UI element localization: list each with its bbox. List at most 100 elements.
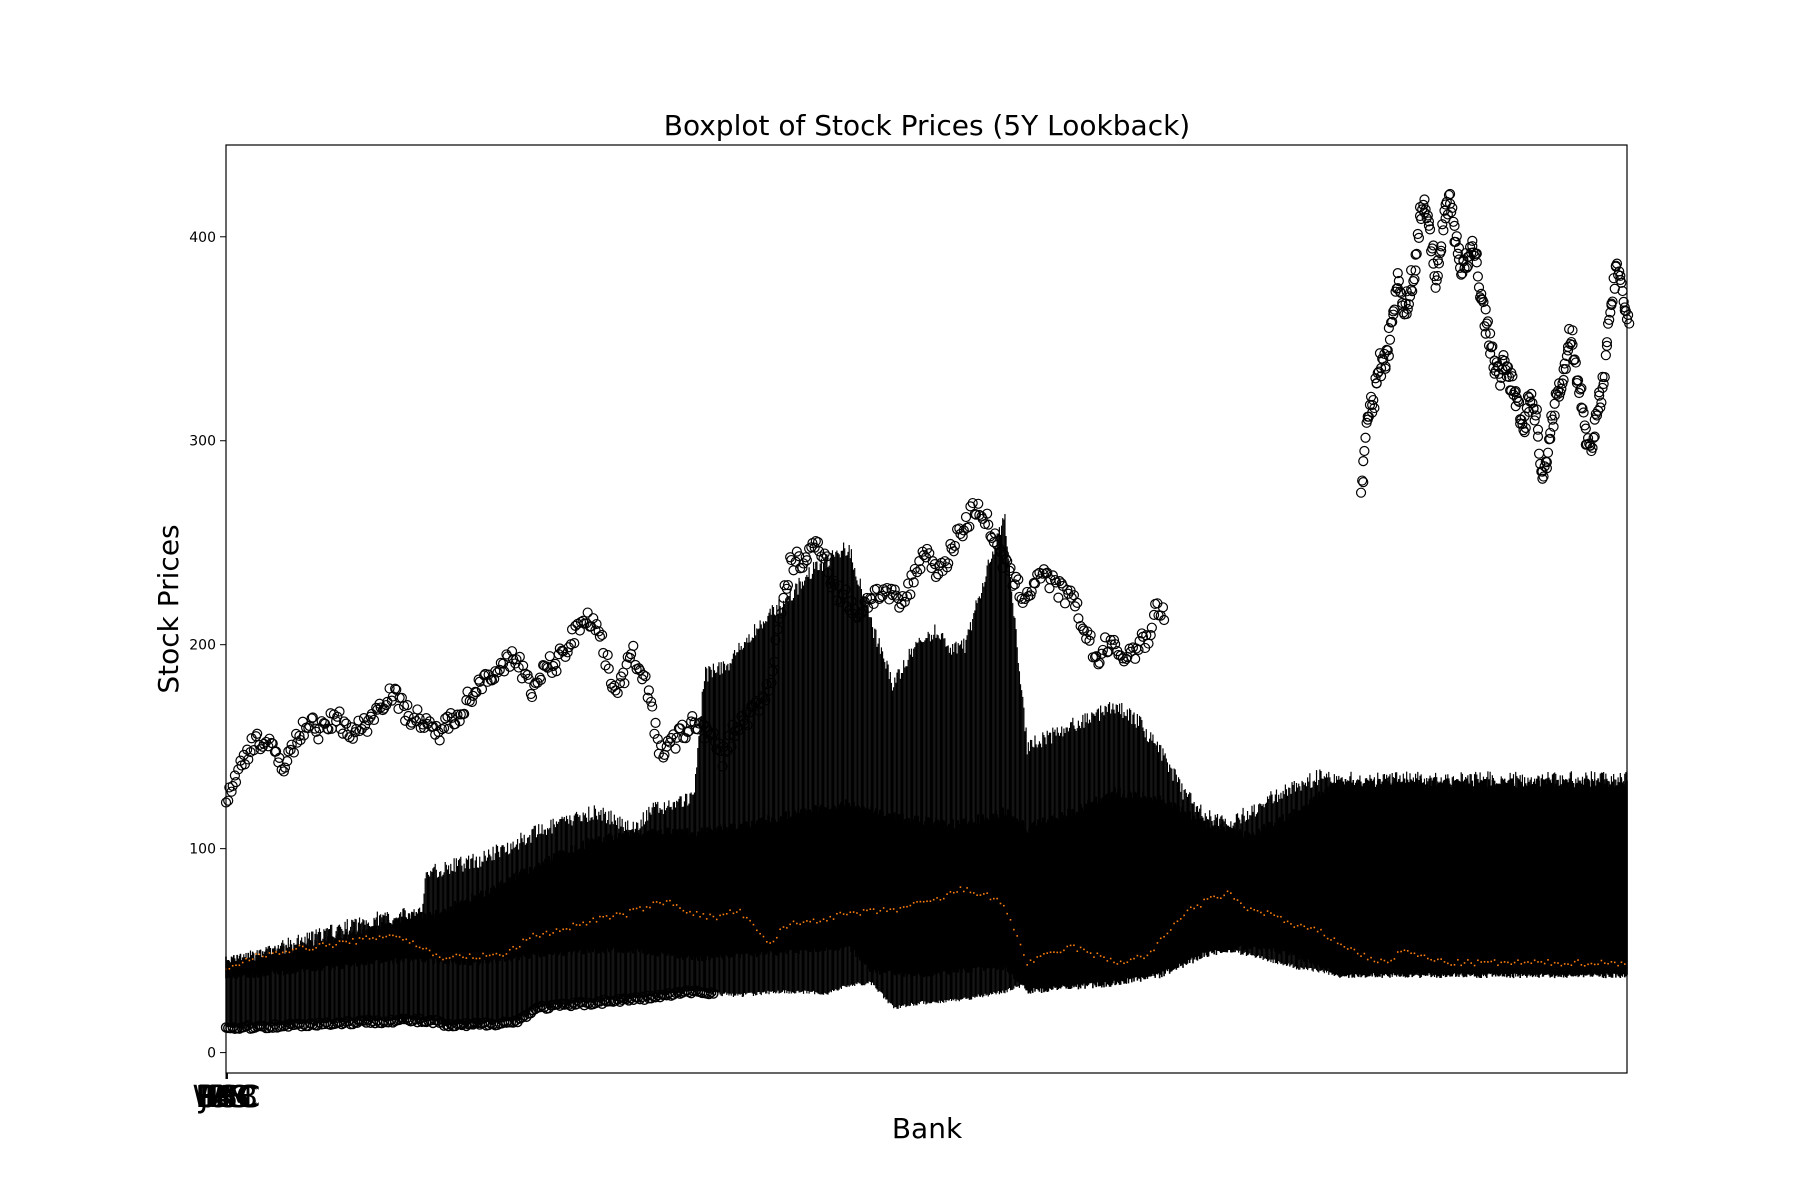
flier-point	[1518, 425, 1529, 436]
flier-point	[1531, 404, 1542, 415]
flier-point	[506, 646, 518, 657]
flier-point	[637, 674, 648, 685]
flier-point	[939, 556, 950, 567]
flier-point	[541, 661, 552, 672]
flier-point	[466, 696, 478, 708]
flier-point	[1406, 265, 1417, 276]
flier-point	[347, 733, 358, 744]
flier-point	[1367, 399, 1378, 411]
flier-point	[514, 651, 525, 662]
flier-point	[619, 678, 630, 689]
y-tick-label: 100	[189, 842, 216, 858]
flier-point	[755, 698, 766, 709]
flier-point	[442, 711, 453, 722]
flier-point	[1570, 357, 1581, 368]
flier-point	[1436, 241, 1447, 252]
flier-point	[1110, 639, 1121, 650]
flier-point	[312, 1020, 323, 1031]
flier-point	[424, 716, 435, 727]
flier-point	[708, 727, 719, 738]
flier-point	[948, 546, 959, 557]
flier-point	[1512, 395, 1524, 406]
flier-point	[242, 744, 253, 755]
flier-point	[522, 669, 533, 681]
flier-point	[1509, 386, 1520, 398]
flier-point	[614, 678, 626, 689]
flier-point	[494, 664, 505, 675]
flier-point	[565, 1000, 577, 1012]
flier-point	[801, 555, 812, 566]
flier-point	[603, 663, 614, 674]
flier-point	[995, 546, 1006, 557]
flier-point	[835, 596, 846, 607]
flier-point	[753, 705, 765, 717]
flier-point	[610, 685, 621, 696]
flier-point	[600, 660, 611, 671]
flier-point	[1546, 410, 1557, 421]
flier-point	[1029, 578, 1041, 589]
flier-point	[1383, 322, 1394, 334]
flier-point	[501, 649, 512, 660]
flier-point	[532, 677, 543, 688]
flier-point	[1096, 648, 1107, 659]
flier-point	[548, 660, 559, 672]
flier-point	[643, 685, 654, 696]
flier-point	[598, 647, 609, 659]
flier-point	[569, 638, 580, 649]
flier-point	[1384, 334, 1396, 345]
y-tick-label: 300	[189, 434, 216, 450]
flier-point	[717, 761, 728, 772]
flier-point	[1580, 423, 1591, 434]
flier-point	[662, 735, 673, 747]
flier-point	[1402, 303, 1413, 315]
flier-point	[1358, 456, 1369, 467]
flier-point	[1066, 592, 1077, 603]
flier-point	[856, 608, 867, 619]
flier-point	[967, 497, 978, 509]
flier-point	[628, 640, 639, 652]
flier-point	[727, 719, 738, 730]
x-tick-label: GS	[206, 1080, 248, 1115]
flier-point	[338, 716, 350, 727]
flier-point	[1418, 199, 1429, 210]
flier-point	[1601, 340, 1613, 351]
flier-point	[1537, 473, 1548, 484]
flier-point	[612, 687, 623, 699]
flier-point	[897, 590, 908, 602]
flier-point	[1609, 283, 1620, 294]
flier-point	[890, 590, 901, 601]
flier-point	[964, 521, 975, 532]
flier-point	[793, 551, 805, 562]
flier-point	[1480, 304, 1491, 315]
flier-point	[797, 562, 808, 573]
flier-point	[313, 734, 324, 745]
flier-point	[1452, 248, 1463, 259]
flier-point	[668, 729, 679, 740]
flier-point	[1383, 350, 1394, 362]
flier-point	[1393, 275, 1404, 287]
flier-point	[960, 511, 972, 523]
flier-point	[1567, 339, 1578, 350]
flier-point	[593, 626, 604, 637]
flier-point	[1516, 414, 1527, 426]
flier-point	[421, 713, 432, 724]
flier-point	[1380, 361, 1391, 372]
flier-point	[332, 711, 343, 722]
flier-point	[1410, 249, 1421, 260]
flier-point	[368, 714, 380, 726]
flier-point	[440, 713, 451, 724]
flier-point	[434, 735, 445, 746]
flier-point	[905, 589, 916, 600]
flier-point	[1481, 318, 1492, 329]
flier-point	[1388, 309, 1399, 320]
flier-point	[1387, 316, 1398, 327]
flier-point	[638, 669, 649, 680]
flier-point	[1417, 204, 1428, 215]
flier-point	[1158, 614, 1170, 626]
flier-point	[1037, 568, 1048, 579]
flier-point	[1568, 355, 1579, 366]
flier-point	[770, 634, 781, 646]
flier-point	[1469, 250, 1480, 261]
flier-point	[1453, 242, 1465, 254]
